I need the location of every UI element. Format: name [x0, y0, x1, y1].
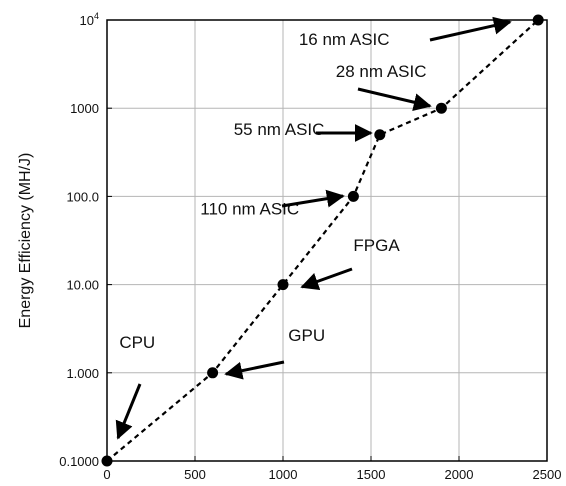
annotation-label: 110 nm ASIC: [200, 200, 299, 219]
annotation-label: 55 nm ASIC: [234, 120, 325, 139]
data-point: [101, 455, 113, 467]
annotation-arrow: [115, 383, 142, 440]
y-tick-label: 1000: [70, 101, 99, 116]
annotation-arrow: [429, 16, 512, 42]
annotation-label: CPU: [119, 333, 155, 352]
y-tick-label: 104: [80, 11, 99, 28]
annotation-arrow: [357, 87, 432, 112]
x-tick-label: 2000: [445, 467, 474, 482]
data-point: [277, 279, 289, 291]
annotation-label: 16 nm ASIC: [299, 30, 390, 49]
annotation-label: FPGA: [353, 236, 400, 255]
data-point: [532, 14, 544, 26]
annotation-label: GPU: [288, 326, 325, 345]
x-tick-label: 1500: [357, 467, 386, 482]
plot-frame: [106, 19, 548, 462]
x-tick-label: 2500: [533, 467, 562, 482]
y-tick-label: 100.0: [66, 189, 99, 204]
x-tick-label: 1000: [269, 467, 298, 482]
x-tick-label: 0: [103, 467, 110, 482]
y-axis-label: Energy Efficiency (MH/J): [17, 153, 34, 329]
annotation-arrow: [224, 360, 285, 380]
y-tick-label: 10.00: [66, 278, 99, 293]
data-point: [347, 190, 359, 202]
annotation-arrow: [281, 189, 345, 208]
y-tick-label: 1.000: [66, 366, 99, 381]
data-point: [207, 367, 219, 379]
data-point: [435, 102, 447, 114]
y-tick-label: 0.1000: [59, 454, 99, 469]
annotation-arrow: [300, 267, 353, 290]
x-tick-label: 500: [184, 467, 206, 482]
series-line: [106, 19, 539, 462]
data-point: [374, 129, 386, 141]
annotation-label: 28 nm ASIC: [336, 62, 427, 81]
